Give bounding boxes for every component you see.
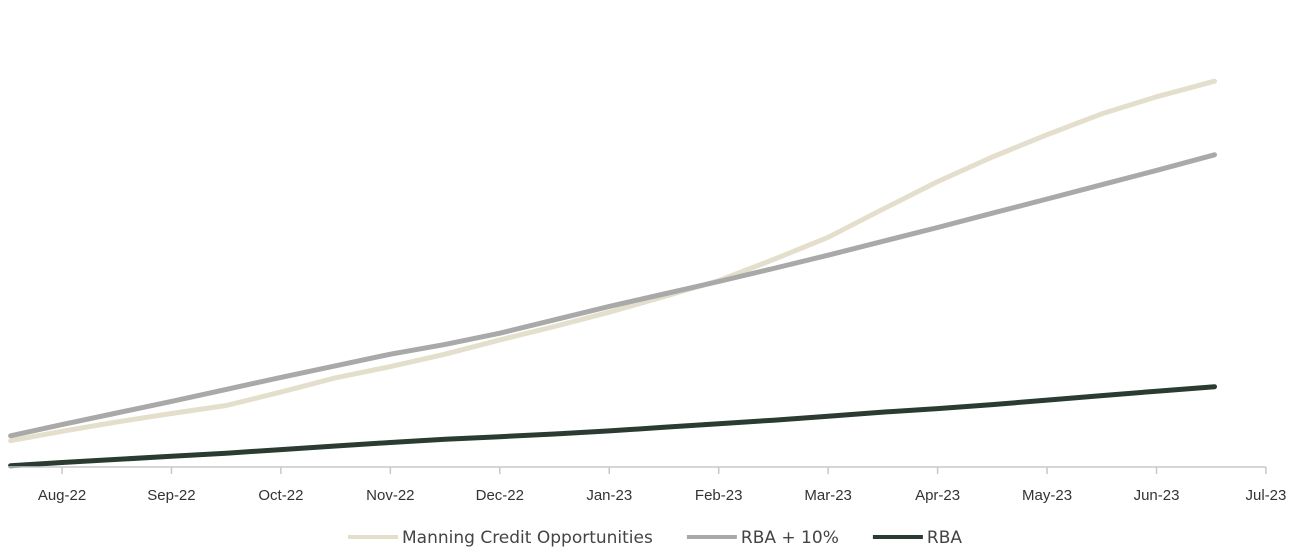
x-tick-label: Apr-23 — [915, 487, 960, 504]
x-tick-label: Feb-23 — [695, 487, 743, 504]
x-tick-label: Mar-23 — [804, 487, 852, 504]
x-tick-label: Nov-22 — [366, 487, 414, 504]
series-line-manning-credit-opportunities — [8, 78, 1217, 444]
x-tick-label: Oct-22 — [258, 487, 303, 504]
legend: Manning Credit Opportunities RBA + 10% RBA — [348, 528, 962, 548]
legend-label: RBA — [927, 528, 962, 548]
legend-label: RBA + 10% — [741, 528, 839, 548]
series-layer — [8, 78, 1217, 469]
x-tick-label: May-23 — [1022, 487, 1072, 504]
legend-label: Manning Credit Opportunities — [402, 528, 653, 548]
x-tick-label: Jul-23 — [1246, 487, 1287, 504]
series-line-rba-10 — [8, 152, 1217, 439]
legend-item-manning-credit-opportunities: Manning Credit Opportunities — [348, 528, 653, 548]
legend-item-rba-10: RBA + 10% — [686, 528, 839, 548]
x-axis-tick-labels: Aug-22 Sep-22 Oct-22 Nov-22 Dec-22 Jan-23 Feb-… — [38, 487, 1287, 504]
x-tick-label: Sep-22 — [147, 487, 195, 504]
x-tick-label: Jun-23 — [1134, 487, 1180, 504]
series-line-rba — [8, 384, 1217, 469]
x-tick-label: Aug-22 — [38, 487, 86, 504]
x-axis-ticks — [61, 467, 1267, 474]
legend-item-rba: RBA — [872, 528, 962, 548]
x-tick-label: Jan-23 — [586, 487, 632, 504]
x-tick-label: Dec-22 — [476, 487, 524, 504]
